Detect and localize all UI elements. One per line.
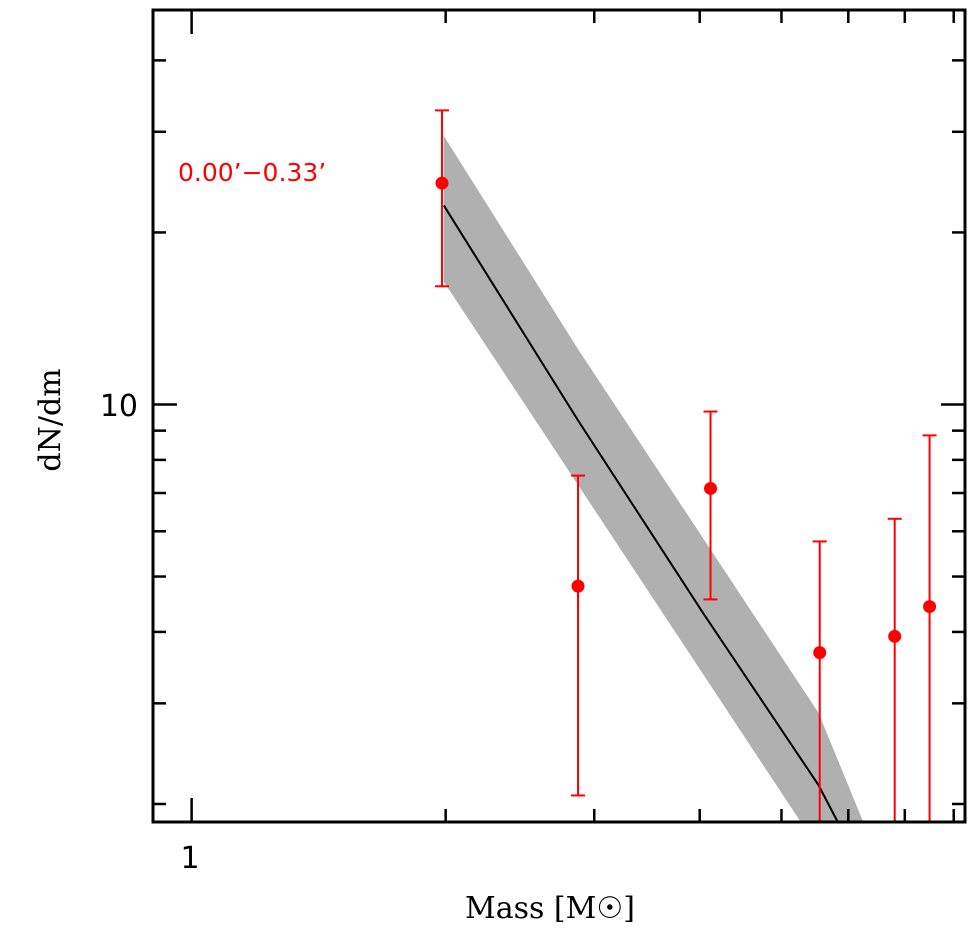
annotation-label: 0.00’−0.33’ [178, 158, 326, 187]
data-point-4 [813, 646, 827, 660]
model-uncertainty-band [443, 135, 864, 822]
data-point-1 [435, 176, 449, 190]
plot-content [434, 109, 937, 822]
data-point-5 [888, 629, 902, 643]
data-point-3 [704, 481, 718, 495]
x-axis-label: Mass [M☉] [465, 891, 635, 926]
plot-area [434, 109, 937, 822]
y-tick-label-10: 10 [100, 389, 138, 424]
data-point-6 [923, 600, 937, 614]
x-tick-label-1: 1 [180, 841, 199, 876]
data-point-2 [571, 579, 585, 593]
model-line [442, 204, 839, 822]
plot-frame [151, 8, 967, 824]
axis-ticks [153, 10, 965, 822]
y-axis-label: dN/dm [33, 368, 68, 471]
